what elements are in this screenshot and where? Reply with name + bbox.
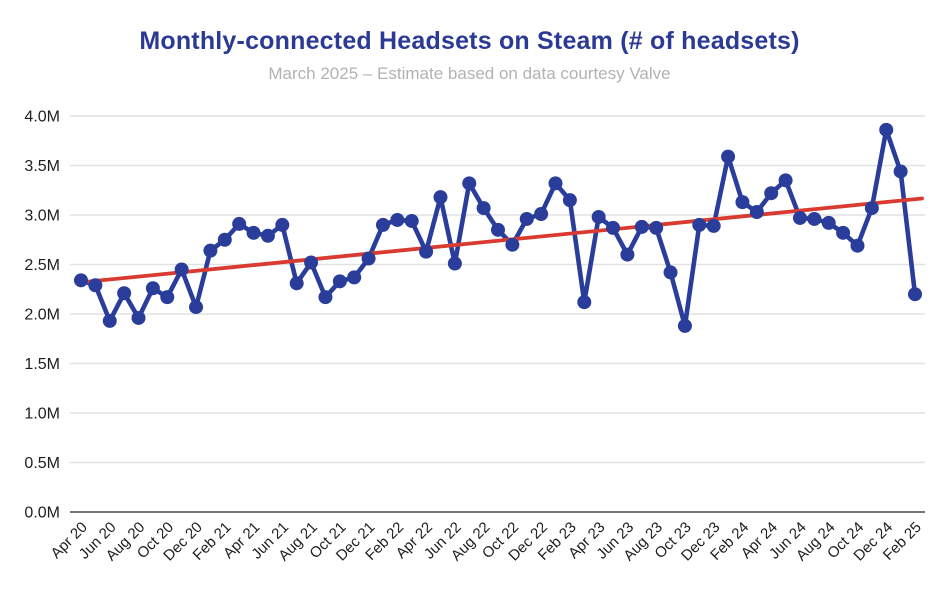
data-point [591,209,606,224]
data-point [864,201,879,216]
y-axis-tick-label: 3.5M [24,158,60,175]
data-point [232,216,247,231]
y-axis-tick-label: 3.0M [24,208,60,225]
data-point [908,287,922,302]
data-point [433,190,448,205]
data-point [677,318,692,333]
data-point [606,220,621,235]
data-point [792,210,807,225]
data-point [332,274,347,289]
y-axis-tick-label: 1.5M [24,356,60,373]
data-point [562,193,577,208]
data-point [404,213,419,228]
data-point [189,300,204,315]
data-point [534,207,549,222]
y-axis-tick-label: 0.5M [24,455,60,472]
data-point [879,122,894,137]
data-point [692,217,707,232]
data-point [174,262,189,277]
data-point [807,211,822,226]
data-point [88,278,103,293]
data-point [131,310,146,325]
data-point [74,273,88,288]
data-point [102,313,117,328]
y-axis-tick-label: 4.0M [24,109,60,126]
data-point [145,281,160,296]
data-point [735,195,750,210]
data-point [476,201,491,216]
data-point [318,290,333,305]
data-point [778,173,793,188]
data-point [375,217,390,232]
data-point [634,219,649,234]
trend-line [75,196,924,285]
data-point [893,164,908,179]
y-axis-tick-label: 0.0M [24,505,60,522]
data-point [706,218,721,233]
data-point [447,256,462,271]
data-point [275,217,290,232]
data-point [620,247,635,262]
data-point [462,176,477,191]
data-point [749,205,764,220]
y-axis-tick-label: 2.5M [24,257,60,274]
data-point [117,286,132,301]
data-point [203,243,218,258]
y-axis-tick-label: 1.0M [24,406,60,423]
data-point [390,212,405,227]
data-point [419,244,434,259]
y-axis-tick-label: 2.0M [24,307,60,324]
data-point [649,220,664,235]
data-point [850,238,865,253]
data-point [361,251,376,266]
data-point [260,228,275,243]
data-point [246,225,261,240]
data-point [304,255,319,270]
data-point [505,237,520,252]
data-point [821,215,836,230]
data-point [160,290,175,305]
chart-title: Monthly-connected Headsets on Steam (# o… [139,27,800,55]
data-point [519,211,534,226]
data-point [764,186,779,201]
data-point [491,222,505,237]
data-point [836,225,851,240]
data-point [548,176,563,191]
data-point [663,265,678,280]
data-point [577,295,592,310]
data-point [721,149,736,164]
data-point [289,276,304,291]
data-point [217,232,232,247]
data-point [347,270,362,285]
chart-subtitle: March 2025 – Estimate based on data cour… [268,64,671,83]
